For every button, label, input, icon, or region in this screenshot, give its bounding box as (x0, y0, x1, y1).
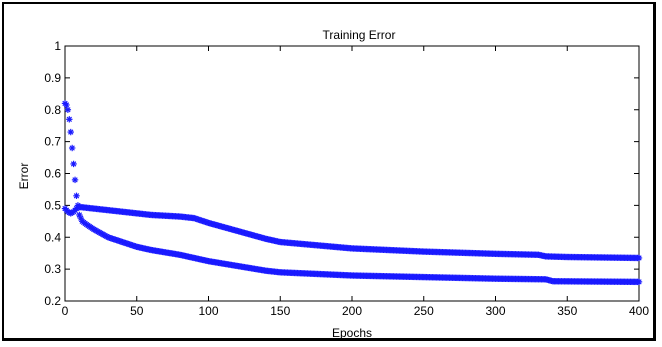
data-point (69, 145, 75, 151)
x-tick-label: 50 (130, 304, 144, 318)
series-1 (61, 203, 643, 262)
x-tick-label: 300 (485, 304, 505, 318)
data-point (63, 102, 70, 108)
y-tick-label: 0.4 (44, 230, 61, 244)
y-axis-label: Error (17, 163, 31, 190)
y-tick-label: 0.7 (44, 135, 61, 149)
y-tick-label: 1 (54, 39, 61, 53)
x-tick-label: 400 (629, 304, 649, 318)
x-axis-label: Epochs (332, 326, 372, 340)
x-tick-label: 150 (270, 304, 290, 318)
data-point (65, 107, 71, 113)
x-tick-label: 350 (557, 304, 577, 318)
chart: Training Error 0 50 100 150 200 250 300 350 400 … (17, 28, 649, 340)
x-tick-label: 100 (198, 304, 218, 318)
chart-title: Training Error (323, 28, 396, 42)
data-point (68, 129, 74, 135)
data-point (66, 116, 72, 122)
data-point (76, 212, 83, 218)
y-tick-label: 0.2 (44, 294, 61, 308)
x-tick-label: 250 (414, 304, 434, 318)
data-point (636, 279, 642, 285)
data-point (72, 177, 78, 183)
plot-area (64, 45, 640, 302)
data-point (70, 161, 77, 167)
y-tick-label: 0.5 (44, 198, 61, 212)
x-tick-label: 0 (62, 304, 69, 318)
figure-frame: Training Error 0 50 100 150 200 250 300 350 400 … (2, 2, 656, 341)
y-tick-label: 0.8 (44, 103, 61, 117)
data-point (78, 215, 84, 221)
y-tick-label: 0.3 (44, 262, 61, 276)
series-2 (61, 100, 643, 286)
data-point (75, 202, 81, 209)
y-tick-label: 0.9 (44, 71, 61, 85)
x-tick-label: 200 (342, 304, 362, 318)
data-point (636, 255, 642, 261)
data-point (73, 193, 80, 199)
y-tick-label: 0.6 (44, 167, 61, 181)
